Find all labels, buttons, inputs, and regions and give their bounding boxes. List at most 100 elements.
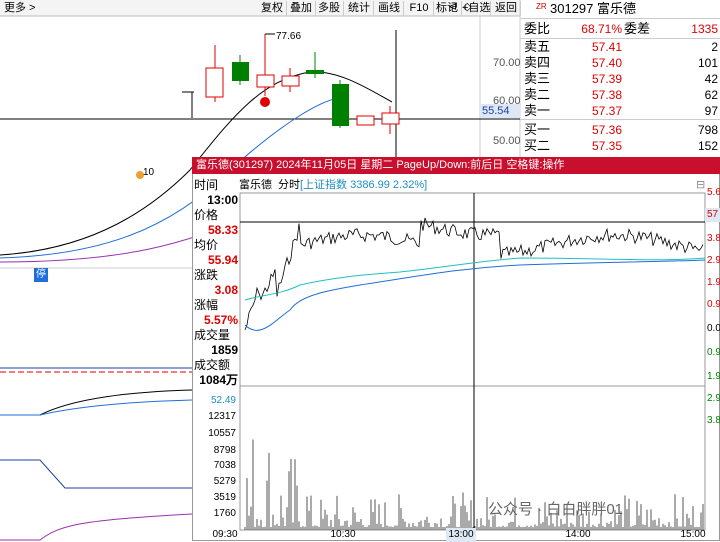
book-price: 57.40 <box>591 56 622 70</box>
info-value: 55.94 <box>207 253 238 267</box>
candle <box>281 75 300 87</box>
volume-axis-label: 10557 <box>208 428 236 439</box>
high-label: 77.66 <box>276 31 302 42</box>
book-volume: 101 <box>697 56 718 70</box>
info-label: 均价 <box>194 238 219 252</box>
right-axis-label: 0.0 <box>707 323 720 334</box>
info-value: 58.33 <box>207 223 238 237</box>
book-volume: 798 <box>697 123 718 137</box>
axis-label: 60.00 <box>493 95 521 107</box>
ratio-value: 68.71% <box>581 22 622 36</box>
divider <box>520 18 720 19</box>
toolbar-button[interactable]: F10 <box>405 1 434 16</box>
indicator <box>0 389 193 416</box>
toolbar-button[interactable]: 标记 <box>433 1 462 16</box>
indicator <box>0 459 192 489</box>
right-axis-label: 57 <box>707 209 719 220</box>
right-axis-label: 0.9 <box>707 347 720 358</box>
volume-axis-label: 5279 <box>213 476 236 487</box>
divider <box>520 38 720 39</box>
toolbar-icon[interactable]: ◇ <box>463 1 472 13</box>
book-volume: 97 <box>704 104 718 118</box>
marker <box>260 97 270 107</box>
book-volume: 152 <box>697 139 718 153</box>
volume-axis-label: 1760 <box>213 508 236 519</box>
time-axis-label: 10:30 <box>330 529 356 540</box>
candle <box>356 115 375 126</box>
book-label: 卖三 <box>524 71 551 86</box>
info-value: 5.57% <box>203 313 238 327</box>
toolbar-button[interactable]: 复权 <box>258 1 287 16</box>
more-button[interactable]: 更多 > <box>4 2 36 14</box>
time-axis-label: 14:00 <box>565 529 591 540</box>
volume-axis-label: 8798 <box>213 445 236 456</box>
popup <box>192 157 720 541</box>
toolbar-button[interactable]: 统计 <box>345 1 374 16</box>
candle <box>232 62 249 81</box>
right-axis-label: 0.9 <box>707 299 720 310</box>
volume-axis-label: 7038 <box>213 460 236 471</box>
toolbar-bg <box>0 0 520 16</box>
volume-axis-label: 52.49 <box>210 395 236 406</box>
info-value: 3.08 <box>214 283 238 297</box>
diff-value: 1335 <box>691 22 718 36</box>
marker <box>136 171 144 179</box>
volume-axis-label: 3519 <box>213 492 236 503</box>
book-price: 57.36 <box>591 123 622 137</box>
diff-label: 委差 <box>624 21 651 36</box>
header-mode: 分时 <box>278 179 300 191</box>
candle <box>381 112 400 125</box>
price-tag <box>480 104 520 118</box>
right-axis-label: 3.8 <box>707 233 720 244</box>
ratio-label: 委比 <box>524 21 551 36</box>
info-value: 1859 <box>211 343 238 357</box>
candle <box>332 84 349 126</box>
axis-label: 70.00 <box>493 57 521 69</box>
toolbar-button[interactable]: 返回 <box>492 1 521 16</box>
candle <box>256 74 275 88</box>
book-label: 卖四 <box>524 55 551 70</box>
book-label: 卖二 <box>524 87 551 102</box>
book-label: 卖一 <box>524 103 551 118</box>
candle <box>205 67 224 98</box>
book-price: 57.39 <box>591 72 622 86</box>
toolbar-button[interactable]: +自选 <box>462 1 491 16</box>
book-volume: 2 <box>711 40 718 54</box>
candle <box>306 70 324 74</box>
info-value: 13:00 <box>207 193 238 207</box>
toolbar-button[interactable]: 叠加 <box>287 1 316 16</box>
info-label: 时间 <box>194 178 219 192</box>
time-axis-label: 15:00 <box>680 529 706 540</box>
header-index: [上证指数 3386.99 2.32%] <box>300 179 428 191</box>
toolbar-button[interactable]: 画线 <box>375 1 404 16</box>
info-label: 价格 <box>194 208 219 222</box>
right-axis-label: 1.9 <box>707 277 720 288</box>
toolbar-icon[interactable]: ⊲ <box>448 1 458 13</box>
code-prefix: ZR <box>536 2 547 11</box>
time-axis-label: 09:30 <box>212 529 238 540</box>
book-price: 57.35 <box>591 139 622 153</box>
book-price: 57.41 <box>591 40 622 54</box>
right-axis-label: 3.8 <box>707 415 720 426</box>
axis-label: 55.54 <box>482 105 510 117</box>
header-name: 富乐德 <box>239 179 272 191</box>
toolbar-button[interactable]: 多股 <box>315 1 344 16</box>
right-axis-label: 2.9 <box>707 255 720 266</box>
info-value: 1084万 <box>199 373 238 387</box>
info-label: 成交量 <box>194 328 231 342</box>
watermark: 公众号 · 白白胖胖01 <box>488 501 624 518</box>
time-axis-label: 13:00 <box>446 528 476 542</box>
right-axis-label: 1.9 <box>707 371 720 382</box>
info-label: 成交额 <box>194 358 231 372</box>
settings-icon[interactable]: ⊟ <box>696 179 706 191</box>
info-label: 涨跌 <box>194 268 219 282</box>
book-label: 卖五 <box>524 39 551 54</box>
ma-line <box>0 71 393 256</box>
book-price: 57.37 <box>591 104 622 118</box>
indicator <box>0 399 193 416</box>
volume-axis-label: 12317 <box>208 411 236 422</box>
marker-label: 10 <box>143 167 155 178</box>
book-label: 买二 <box>524 138 551 153</box>
divider <box>520 119 720 120</box>
